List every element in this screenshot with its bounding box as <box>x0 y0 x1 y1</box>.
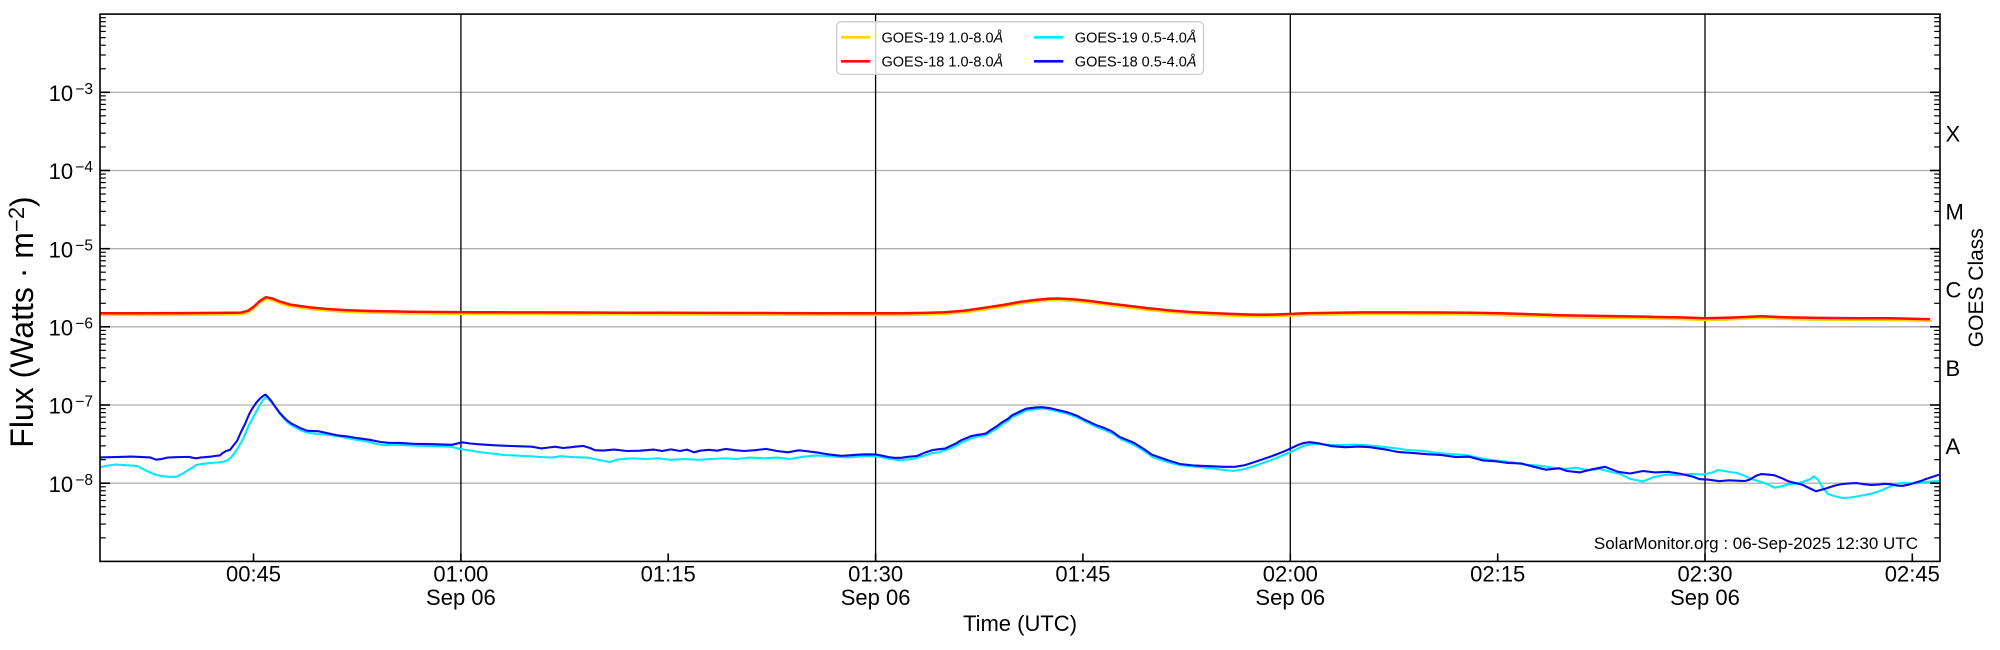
svg-text:01:00: 01:00 <box>433 562 488 587</box>
svg-text:M: M <box>1946 200 1964 225</box>
svg-text:02:30: 02:30 <box>1677 562 1732 587</box>
svg-text:−4: −4 <box>75 159 93 176</box>
svg-text:10: 10 <box>49 237 73 262</box>
svg-text:GOES-18 1.0-8.0Å: GOES-18 1.0-8.0Å <box>882 53 1004 70</box>
svg-text:−7: −7 <box>75 394 93 411</box>
svg-text:−3: −3 <box>75 81 93 98</box>
svg-text:02:15: 02:15 <box>1470 562 1525 587</box>
svg-text:Sep 06: Sep 06 <box>1670 585 1740 610</box>
svg-text:10: 10 <box>49 472 73 497</box>
svg-text:X: X <box>1946 121 1961 146</box>
svg-text:−6: −6 <box>75 316 93 333</box>
svg-text:GOES-18 0.5-4.0Å: GOES-18 0.5-4.0Å <box>1075 53 1197 70</box>
svg-text:02:00: 02:00 <box>1263 562 1318 587</box>
svg-text:00:45: 00:45 <box>226 562 281 587</box>
svg-text:01:15: 01:15 <box>641 562 696 587</box>
svg-text:10: 10 <box>49 81 73 106</box>
svg-text:10: 10 <box>49 394 73 419</box>
svg-text:Sep 06: Sep 06 <box>1255 585 1325 610</box>
svg-text:−5: −5 <box>75 237 93 254</box>
svg-text:02:45: 02:45 <box>1885 562 1940 587</box>
svg-text:C: C <box>1946 278 1962 303</box>
svg-text:−8: −8 <box>75 472 93 489</box>
svg-text:10: 10 <box>49 316 73 341</box>
svg-text:GOES-19 0.5-4.0Å: GOES-19 0.5-4.0Å <box>1075 29 1197 46</box>
svg-text:01:30: 01:30 <box>848 562 903 587</box>
svg-text:GOES-19 1.0-8.0Å: GOES-19 1.0-8.0Å <box>882 29 1004 46</box>
svg-text:Flux (Watts · m−2): Flux (Watts · m−2) <box>4 196 40 447</box>
svg-text:SolarMonitor.org : 06-Sep-2025: SolarMonitor.org : 06-Sep-2025 12:30 UTC <box>1594 534 1918 553</box>
svg-text:01:45: 01:45 <box>1055 562 1110 587</box>
svg-text:B: B <box>1946 356 1961 381</box>
svg-text:A: A <box>1946 434 1961 459</box>
svg-text:Sep 06: Sep 06 <box>426 585 496 610</box>
svg-text:10: 10 <box>49 159 73 184</box>
svg-text:GOES Class: GOES Class <box>1965 228 1988 347</box>
svg-text:Sep 06: Sep 06 <box>841 585 911 610</box>
svg-text:Time (UTC): Time (UTC) <box>963 611 1077 636</box>
